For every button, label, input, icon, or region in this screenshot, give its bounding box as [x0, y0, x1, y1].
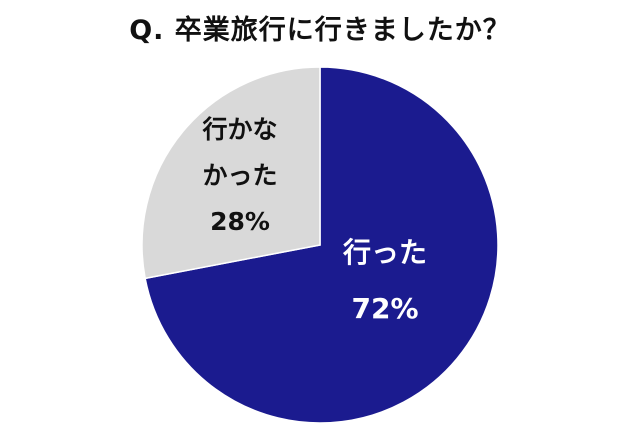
pie-slice: [141, 66, 321, 280]
slice-value-label: 72%: [351, 292, 418, 325]
slice-category-label: 行かな: [201, 115, 277, 144]
chart-title: Q. 卒業旅行に行きましたか？: [129, 15, 511, 46]
slice-category-label: 行った: [342, 236, 427, 269]
slice-category-label: かった: [202, 161, 277, 190]
slice-value-label: 28%: [210, 207, 270, 236]
pie-slice: [144, 66, 499, 424]
